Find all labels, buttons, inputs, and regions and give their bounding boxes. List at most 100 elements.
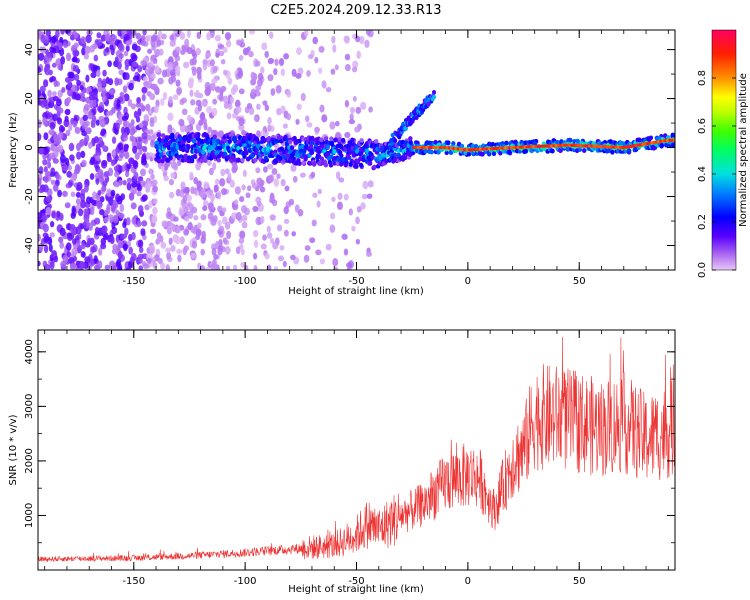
noise-pixel xyxy=(119,149,125,158)
noise-pixel xyxy=(238,237,245,244)
signal-pixel xyxy=(316,145,322,151)
noise-pixel xyxy=(57,144,64,153)
noise-pixel xyxy=(64,109,71,115)
signal-pixel xyxy=(289,152,295,158)
signal-pixel xyxy=(333,137,338,143)
noise-pixel xyxy=(238,117,245,127)
noise-pixel xyxy=(209,167,214,176)
noise-pixel xyxy=(108,78,114,86)
noise-pixel xyxy=(131,61,138,68)
noise-pixel xyxy=(338,177,345,183)
noise-pixel xyxy=(315,249,322,256)
noise-pixel xyxy=(89,45,96,53)
signal-pixel xyxy=(353,163,358,169)
noise-pixel xyxy=(126,182,132,191)
noise-pixel xyxy=(42,116,47,126)
noise-pixel xyxy=(46,195,52,203)
noise-pixel xyxy=(114,56,119,63)
noise-pixel xyxy=(56,117,63,125)
noise-pixel xyxy=(207,202,214,211)
noise-pixel xyxy=(155,99,160,108)
noise-pixel xyxy=(174,235,181,245)
noise-pixel xyxy=(255,91,261,97)
noise-pixel xyxy=(282,123,288,129)
noise-pixel xyxy=(137,176,144,182)
noise-pixel xyxy=(165,264,170,270)
noise-pixel xyxy=(55,30,60,39)
noise-pixel xyxy=(269,31,274,39)
noise-pixel xyxy=(149,246,155,255)
noise-pixel xyxy=(231,113,238,119)
noise-pixel xyxy=(45,30,51,37)
signal-pixel xyxy=(427,149,433,154)
noise-pixel xyxy=(227,77,233,85)
noise-pixel xyxy=(71,84,78,92)
noise-pixel xyxy=(217,219,222,227)
noise-pixel xyxy=(111,136,117,144)
noise-pixel xyxy=(89,173,95,180)
noise-pixel xyxy=(231,165,237,174)
signal-pixel xyxy=(381,152,386,158)
noise-pixel xyxy=(296,103,302,111)
noise-pixel xyxy=(131,182,138,188)
noise-pixel xyxy=(117,30,123,37)
signal-pixel xyxy=(673,133,675,139)
noise-pixel xyxy=(214,34,221,42)
signal-pixel xyxy=(216,157,221,163)
noise-pixel xyxy=(181,44,186,51)
noise-pixel xyxy=(241,221,248,229)
noise-pixel xyxy=(40,99,46,108)
noise-pixel xyxy=(344,99,350,108)
noise-pixel xyxy=(170,76,177,83)
noise-pixel xyxy=(129,128,136,136)
noise-pixel xyxy=(66,171,73,178)
noise-pixel xyxy=(62,190,68,197)
noise-pixel xyxy=(129,135,134,142)
noise-pixel xyxy=(135,115,141,123)
noise-pixel xyxy=(167,211,173,217)
spectrogram-panel: -150 -100 -50 0 50 -40 -20 0 20 40 Height of stra… xyxy=(8,29,676,297)
noise-pixel xyxy=(250,88,257,95)
signal-pixel xyxy=(219,140,224,146)
noise-pixel xyxy=(239,243,244,250)
noise-pixel xyxy=(366,30,371,36)
noise-pixel xyxy=(52,183,59,192)
noise-pixel xyxy=(59,241,65,249)
noise-pixel xyxy=(205,85,212,95)
noise-pixel xyxy=(168,237,173,245)
y-tick-label: 1000 xyxy=(24,503,35,528)
signal-pixel xyxy=(359,138,364,143)
noise-pixel xyxy=(184,215,190,222)
noise-pixel xyxy=(126,177,133,184)
noise-pixel xyxy=(205,267,211,270)
noise-pixel xyxy=(226,230,232,240)
noise-pixel xyxy=(137,239,144,248)
noise-pixel xyxy=(318,45,325,53)
noise-pixel xyxy=(141,86,148,94)
noise-pixel xyxy=(76,79,82,87)
noise-pixel xyxy=(262,100,268,106)
noise-pixel xyxy=(217,44,225,50)
noise-pixel xyxy=(156,39,162,47)
noise-pixel xyxy=(97,85,103,93)
signal-pixel xyxy=(279,146,284,152)
y-tick-label: 40 xyxy=(24,43,35,56)
noise-pixel xyxy=(275,85,282,94)
noise-pixel xyxy=(329,224,336,233)
noise-pixel xyxy=(48,152,56,160)
noise-pixel xyxy=(130,52,137,60)
noise-pixel xyxy=(312,192,318,198)
noise-pixel xyxy=(334,120,340,127)
signal-pixel xyxy=(260,137,266,143)
noise-pixel xyxy=(74,126,81,135)
noise-pixel xyxy=(119,203,125,213)
noise-pixel xyxy=(356,205,362,213)
noise-pixel xyxy=(85,221,91,229)
noise-pixel xyxy=(102,144,108,151)
noise-pixel xyxy=(122,243,128,252)
noise-pixel xyxy=(280,68,285,76)
noise-pixel xyxy=(42,223,49,233)
noise-pixel xyxy=(119,91,125,98)
signal-pixel xyxy=(297,161,302,167)
noise-pixel xyxy=(240,248,245,256)
